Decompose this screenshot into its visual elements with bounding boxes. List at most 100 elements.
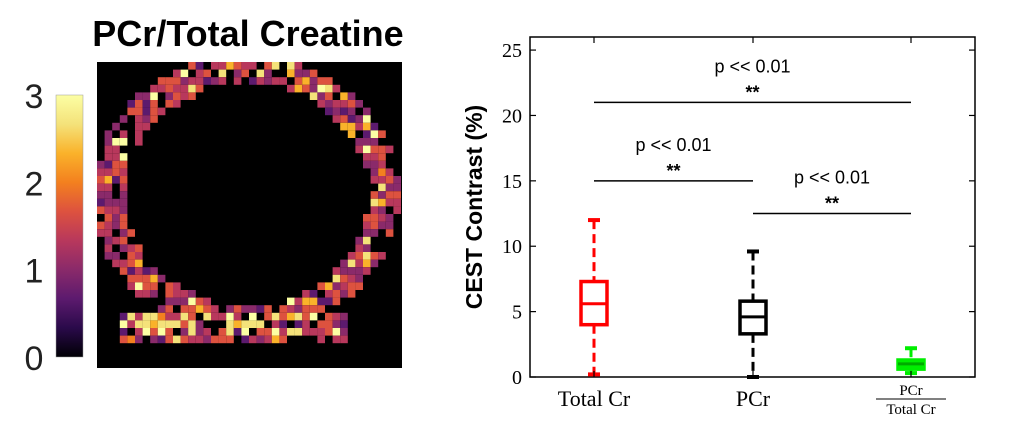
map-pixel [340,274,348,283]
map-pixel [135,328,143,336]
map-pixel [363,153,371,161]
map-pixel [241,69,249,78]
map-pixel [142,312,151,321]
map-pixel [340,290,348,298]
map-pixel [203,69,211,78]
map-pixel [157,84,166,93]
map-pixel [112,198,120,207]
map-pixel [112,236,120,245]
map-pixel [195,320,204,328]
map-pixel [249,77,257,85]
map-pixel [173,77,181,85]
map-pixel [150,92,158,100]
map-pixel [180,290,189,298]
map-pixel [271,320,280,328]
map-pixel [302,69,310,78]
map-pixel [370,122,379,131]
map-pixel [104,229,113,237]
map-pixel [180,69,189,78]
map-pixel [142,122,151,131]
map-pixel [112,160,120,169]
map-pixel [309,69,318,78]
map-pixel [317,77,325,85]
map-pixel [135,244,143,252]
map-pixel [180,92,189,100]
map-pixel [340,107,348,116]
map-pixel [165,320,173,328]
map-pixel [97,176,105,184]
map-pixel [347,107,356,116]
map-pixel [226,320,234,328]
map-pixel [127,244,135,252]
x-tick-label: Total Cr [558,386,631,411]
p-value-label: p << 0.01 [794,168,870,188]
map-pixel [165,297,173,306]
map-pixel [135,107,143,116]
map-pixel [233,328,242,336]
map-pixel [104,160,113,169]
map-pixel [271,312,280,321]
map-pixel [112,145,120,154]
map-pixel [135,320,143,328]
map-pixel [385,229,394,237]
map-pixel [302,297,310,306]
map-pixel [264,69,272,78]
y-tick-label: 5 [512,302,522,324]
p-value-label: p << 0.01 [635,135,711,155]
map-pixel [363,160,371,169]
map-pixel [173,290,181,298]
map-pixel [180,297,189,306]
map-pixel [150,100,158,108]
map-pixel [347,130,356,138]
map-pixel [294,305,303,313]
map-pixel [370,191,379,199]
map-pixel [119,244,128,252]
map-pixel [256,328,265,336]
map-pixel [347,267,356,275]
map-pixel [112,153,120,161]
map-pixel [195,84,204,93]
map-pixel [378,198,386,207]
map-pixel [332,320,341,328]
map-pixel [211,312,219,321]
map-pixel [188,290,196,298]
map-pixel [302,320,310,328]
colorbar-tick-label: 3 [25,78,44,116]
map-pixel [385,198,394,207]
map-pixel [127,229,135,237]
map-pixel [135,267,143,275]
map-pixel [302,328,310,336]
map-pixel [226,305,234,313]
map-pixel [203,77,211,85]
map-pixel [104,221,113,230]
map-pixel [287,328,295,336]
map-pixel [165,312,173,321]
y-tick-label: 10 [502,236,522,258]
map-pixel [279,320,287,328]
map-pixel [370,145,379,154]
map-pixel [287,312,295,321]
map-pixel [195,77,204,85]
map-pixel [279,335,287,344]
map-pixel [195,335,204,344]
map-pixel [363,122,371,131]
map-pixel [241,328,249,336]
map-pixel [150,84,158,93]
map-pixel [287,305,295,313]
map-pixel [150,290,158,298]
map-pixel [370,198,379,207]
map-pixel [135,312,143,321]
map-pixel [135,92,143,100]
map-pixel [104,236,113,245]
map-pixel [249,335,257,344]
map-pixel [135,122,143,131]
map-pixel [363,130,371,138]
map-pixel [142,267,151,275]
map-pixel [180,84,189,93]
map-pixel [363,221,371,230]
map-pixel [264,312,272,321]
map-pixel [233,305,242,313]
map-pixel [393,198,401,207]
map-pixel [363,244,371,252]
box-1 [738,249,768,379]
